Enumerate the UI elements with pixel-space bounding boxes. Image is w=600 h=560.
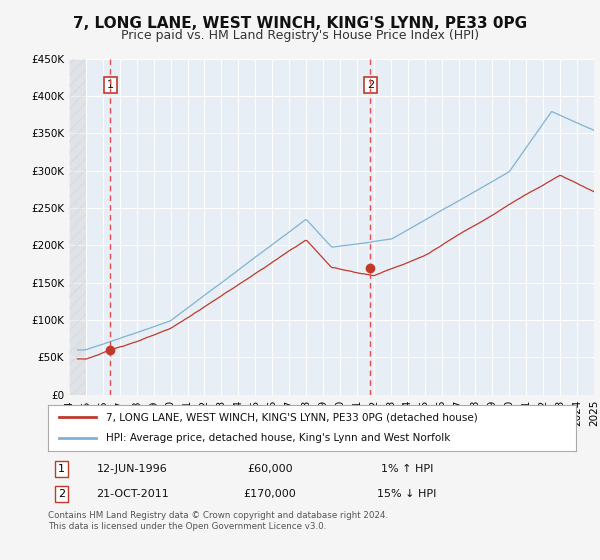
Text: £60,000: £60,000 — [247, 464, 293, 474]
Text: 21-OCT-2011: 21-OCT-2011 — [96, 489, 169, 499]
Text: Contains HM Land Registry data © Crown copyright and database right 2024.: Contains HM Land Registry data © Crown c… — [48, 511, 388, 520]
Text: £170,000: £170,000 — [244, 489, 296, 499]
Text: 15% ↓ HPI: 15% ↓ HPI — [377, 489, 437, 499]
Text: 2: 2 — [58, 489, 65, 499]
Text: 1: 1 — [107, 80, 114, 90]
Text: 7, LONG LANE, WEST WINCH, KING'S LYNN, PE33 0PG: 7, LONG LANE, WEST WINCH, KING'S LYNN, P… — [73, 16, 527, 31]
Text: HPI: Average price, detached house, King's Lynn and West Norfolk: HPI: Average price, detached house, King… — [106, 433, 451, 444]
Text: 12-JUN-1996: 12-JUN-1996 — [97, 464, 168, 474]
Text: This data is licensed under the Open Government Licence v3.0.: This data is licensed under the Open Gov… — [48, 522, 326, 531]
Text: 2: 2 — [367, 80, 374, 90]
Text: Price paid vs. HM Land Registry's House Price Index (HPI): Price paid vs. HM Land Registry's House … — [121, 29, 479, 42]
Text: 1: 1 — [58, 464, 65, 474]
Text: 1% ↑ HPI: 1% ↑ HPI — [381, 464, 433, 474]
Text: 7, LONG LANE, WEST WINCH, KING'S LYNN, PE33 0PG (detached house): 7, LONG LANE, WEST WINCH, KING'S LYNN, P… — [106, 412, 478, 422]
